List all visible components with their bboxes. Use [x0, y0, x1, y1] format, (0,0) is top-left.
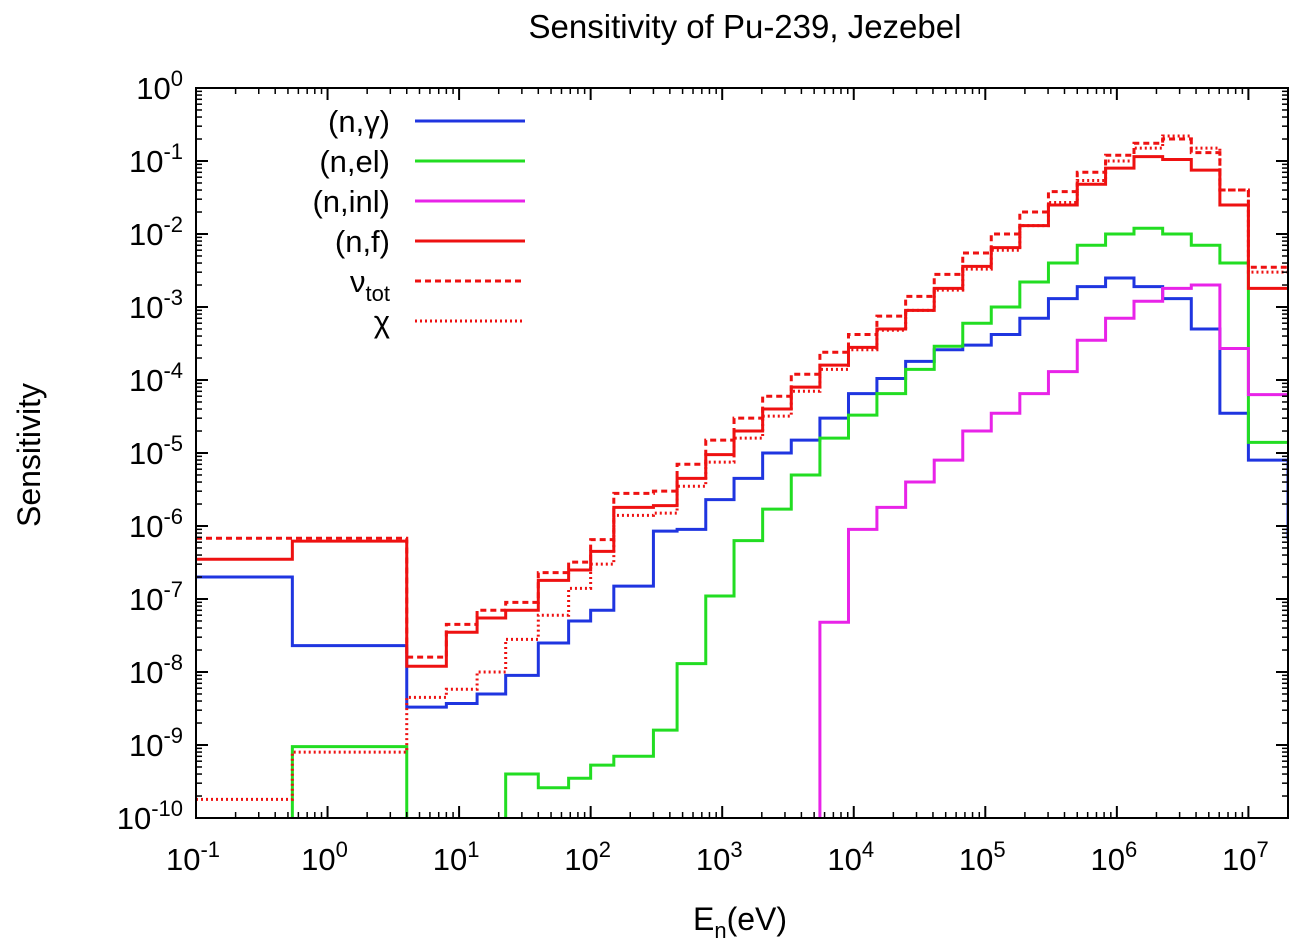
y-tick-base: 10 — [129, 290, 163, 325]
x-tick-base: 10 — [301, 842, 335, 877]
legend-label-1: (n,el) — [319, 144, 390, 179]
y-tick-base: 10 — [129, 363, 163, 398]
x-tick-label-8: 107 — [1222, 837, 1269, 877]
x-tick-base: 10 — [696, 842, 730, 877]
y-tick-label-0: 100 — [136, 66, 183, 106]
y-tick-exp: -4 — [163, 358, 183, 383]
y-tick-label-9: 10-9 — [129, 723, 183, 763]
x-tick-exp: 7 — [1257, 837, 1269, 862]
x-tick-label-5: 104 — [827, 837, 874, 877]
legend-label-base: χ — [374, 304, 390, 339]
y-tick-label-4: 10-4 — [129, 358, 183, 398]
y-axis-label: Sensitivity — [11, 383, 47, 527]
x-tick-label-4: 103 — [696, 837, 743, 877]
x-tick-exp: 1 — [467, 837, 479, 862]
y-tick-exp: -5 — [163, 431, 183, 456]
x-tick-label-0: 10-1 — [166, 837, 220, 877]
x-tick-label-7: 106 — [1090, 837, 1137, 877]
y-tick-exp: -9 — [163, 723, 183, 748]
x-tick-label-2: 101 — [433, 837, 480, 877]
x-tick-exp: 6 — [1125, 837, 1137, 862]
x-tick-base: 10 — [433, 842, 467, 877]
y-tick-exp: -7 — [163, 577, 183, 602]
legend-label-base: (n,γ) — [328, 104, 390, 139]
x-axis-label: En(eV) — [693, 901, 787, 943]
y-tick-exp: -8 — [163, 650, 183, 675]
y-tick-exp: -10 — [151, 796, 183, 821]
series-line-1 — [290, 226, 1288, 818]
x-axis-label-base: E — [693, 901, 714, 937]
legend-label-2: (n,inl) — [312, 184, 390, 219]
axis-ticks: 10-1 100 101 102 103 104 105 106 10710010-110-21… — [117, 66, 1288, 877]
series-group — [196, 134, 1288, 818]
legend-label-sub: tot — [366, 281, 390, 306]
y-tick-label-10: 10-10 — [117, 796, 183, 836]
y-tick-base: 10 — [129, 728, 163, 763]
legend-label-base: (n,inl) — [312, 184, 390, 219]
y-tick-label-3: 10-3 — [129, 285, 183, 325]
x-tick-base: 10 — [564, 842, 598, 877]
y-tick-base: 10 — [117, 801, 151, 836]
x-tick-label-6: 105 — [959, 837, 1006, 877]
y-tick-base: 10 — [129, 582, 163, 617]
y-tick-exp: 0 — [171, 66, 183, 91]
series-line-0 — [196, 276, 1288, 709]
series-line-5 — [196, 134, 1288, 801]
legend-label-0: (n,γ) — [328, 104, 390, 139]
y-tick-label-8: 10-8 — [129, 650, 183, 690]
y-tick-base: 10 — [129, 436, 163, 471]
x-tick-label-3: 102 — [564, 837, 611, 877]
y-tick-label-7: 10-7 — [129, 577, 183, 617]
y-tick-base: 10 — [129, 144, 163, 179]
x-tick-exp: -1 — [200, 837, 220, 862]
legend-label-3: (n,f) — [335, 224, 390, 259]
series-line-4 — [196, 137, 1288, 659]
y-tick-exp: -2 — [163, 212, 183, 237]
y-tick-base: 10 — [136, 71, 170, 106]
x-tick-exp: 5 — [993, 837, 1005, 862]
y-tick-label-6: 10-6 — [129, 504, 183, 544]
series-line-3 — [196, 155, 1288, 668]
x-tick-label-1: 100 — [301, 837, 348, 877]
x-tick-base: 10 — [959, 842, 993, 877]
legend-label-4: νtot — [350, 264, 390, 306]
y-tick-label-2: 10-2 — [129, 212, 183, 252]
legend-label-base: (n,el) — [319, 144, 390, 179]
series-line-2 — [818, 283, 1288, 818]
x-tick-base: 10 — [166, 842, 200, 877]
x-tick-base: 10 — [1222, 842, 1256, 877]
legend-label-base: (n,f) — [335, 224, 390, 259]
x-axis-label-sub: n — [714, 918, 726, 943]
chart-title: Sensitivity of Pu-239, Jezebel — [529, 8, 962, 45]
y-tick-exp: -1 — [163, 139, 183, 164]
x-tick-base: 10 — [1090, 842, 1124, 877]
legend-label-5: χ — [374, 304, 390, 339]
y-tick-exp: -6 — [163, 504, 183, 529]
x-axis-label-rest: (eV) — [727, 901, 787, 937]
y-tick-label-1: 10-1 — [129, 139, 183, 179]
y-tick-base: 10 — [129, 217, 163, 252]
x-tick-base: 10 — [827, 842, 861, 877]
x-tick-exp: 2 — [599, 837, 611, 862]
x-tick-exp: 4 — [862, 837, 874, 862]
y-tick-base: 10 — [129, 509, 163, 544]
legend-label-base: ν — [350, 264, 366, 299]
x-tick-exp: 0 — [336, 837, 348, 862]
y-tick-base: 10 — [129, 655, 163, 690]
y-tick-label-5: 10-5 — [129, 431, 183, 471]
y-tick-exp: -3 — [163, 285, 183, 310]
x-tick-exp: 3 — [730, 837, 742, 862]
